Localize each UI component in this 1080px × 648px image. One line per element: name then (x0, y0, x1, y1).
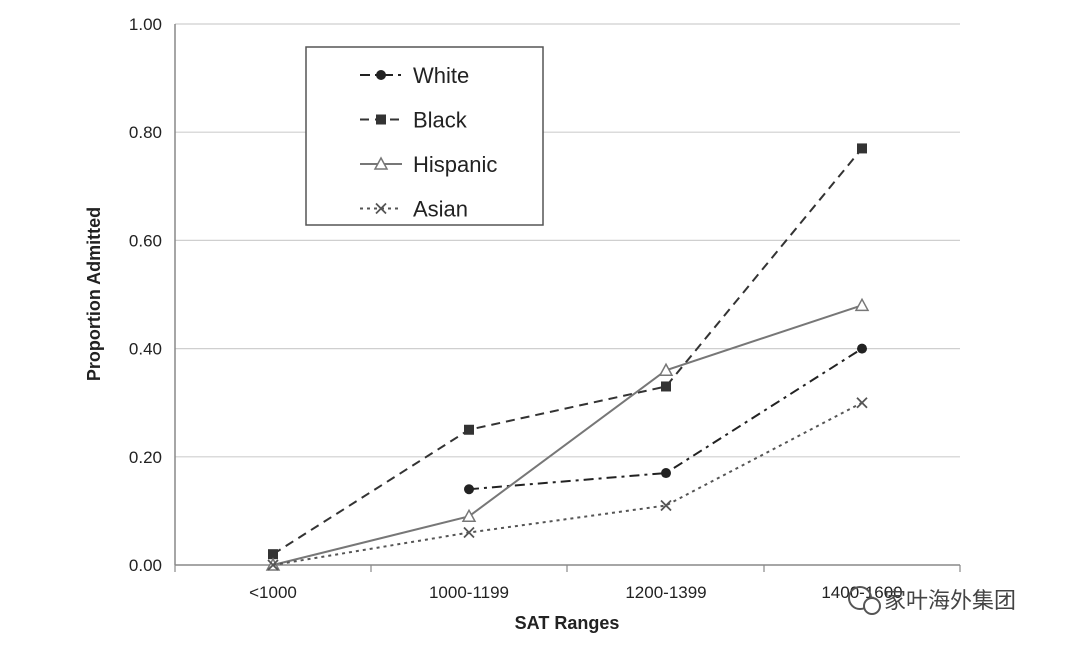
data-point-asian (856, 397, 868, 409)
legend-label-hispanic: Hispanic (413, 152, 497, 177)
data-point-black (268, 549, 278, 560)
series-line-hispanic (272, 304, 863, 566)
y-tick-label: 0.80 (129, 123, 162, 142)
data-point-hispanic (658, 362, 674, 376)
axes (174, 24, 960, 566)
series-line-white (468, 347, 863, 491)
x-tick-label: 1200-1399 (625, 583, 706, 602)
legend-marker-white (376, 70, 386, 80)
gridlines (175, 23, 960, 458)
x-marker-stroke (267, 559, 279, 571)
x-tick-label: 1400-1600 (821, 583, 902, 602)
data-point-white (661, 468, 671, 479)
data-point-asian (660, 499, 672, 512)
x-marker-stroke (660, 499, 672, 512)
legend-marker-black (376, 114, 386, 125)
x-tick-label: <1000 (249, 583, 297, 602)
y-tick-label: 0.40 (129, 340, 162, 359)
data-point-asian (267, 559, 279, 571)
legend-label-white: White (413, 63, 469, 88)
watermark-text: 家叶海外集团 (884, 589, 1016, 614)
series-line-asian (272, 401, 863, 566)
legend-marker-asian (375, 202, 387, 215)
x-marker-stroke (856, 397, 868, 409)
y-tick-label: 0.60 (129, 231, 162, 250)
wechat-icon (848, 586, 881, 615)
legend-box (305, 46, 544, 226)
data-point-black (857, 143, 867, 154)
series-line-black (272, 147, 863, 556)
y-tick-label: 1.00 (129, 15, 162, 34)
y-tick-labels: 0.00 0.20 0.40 0.60 0.80 1.00 (129, 15, 162, 575)
legend-label-black: Black (413, 108, 468, 133)
data-point-hispanic (461, 508, 477, 523)
data-point-black (464, 424, 474, 435)
y-tick-label: 0.00 (129, 556, 162, 575)
x-marker-stroke (463, 526, 475, 539)
y-axis-title: Proportion Admitted (84, 207, 104, 381)
x-marker-stroke (375, 202, 387, 215)
legend-label-asian: Asian (413, 197, 468, 222)
data-point-black (661, 381, 671, 392)
data-point-asian (463, 526, 475, 539)
data-point-hispanic (854, 297, 870, 312)
legend-marker-hispanic (373, 156, 389, 170)
x-axis-title: SAT Ranges (515, 613, 620, 633)
data-point-white (464, 484, 474, 495)
legend: White Black Hispanic Asian (305, 46, 544, 226)
data-point-white (857, 343, 867, 354)
series-lines (265, 143, 870, 571)
x-tick-label: 1000-1199 (429, 583, 509, 602)
y-tick-label: 0.20 (129, 448, 162, 467)
watermark: 家叶海外集团 (848, 586, 1016, 615)
x-tick-labels: <1000 1000-1199 1200-1399 1400-1600 (174, 565, 961, 602)
